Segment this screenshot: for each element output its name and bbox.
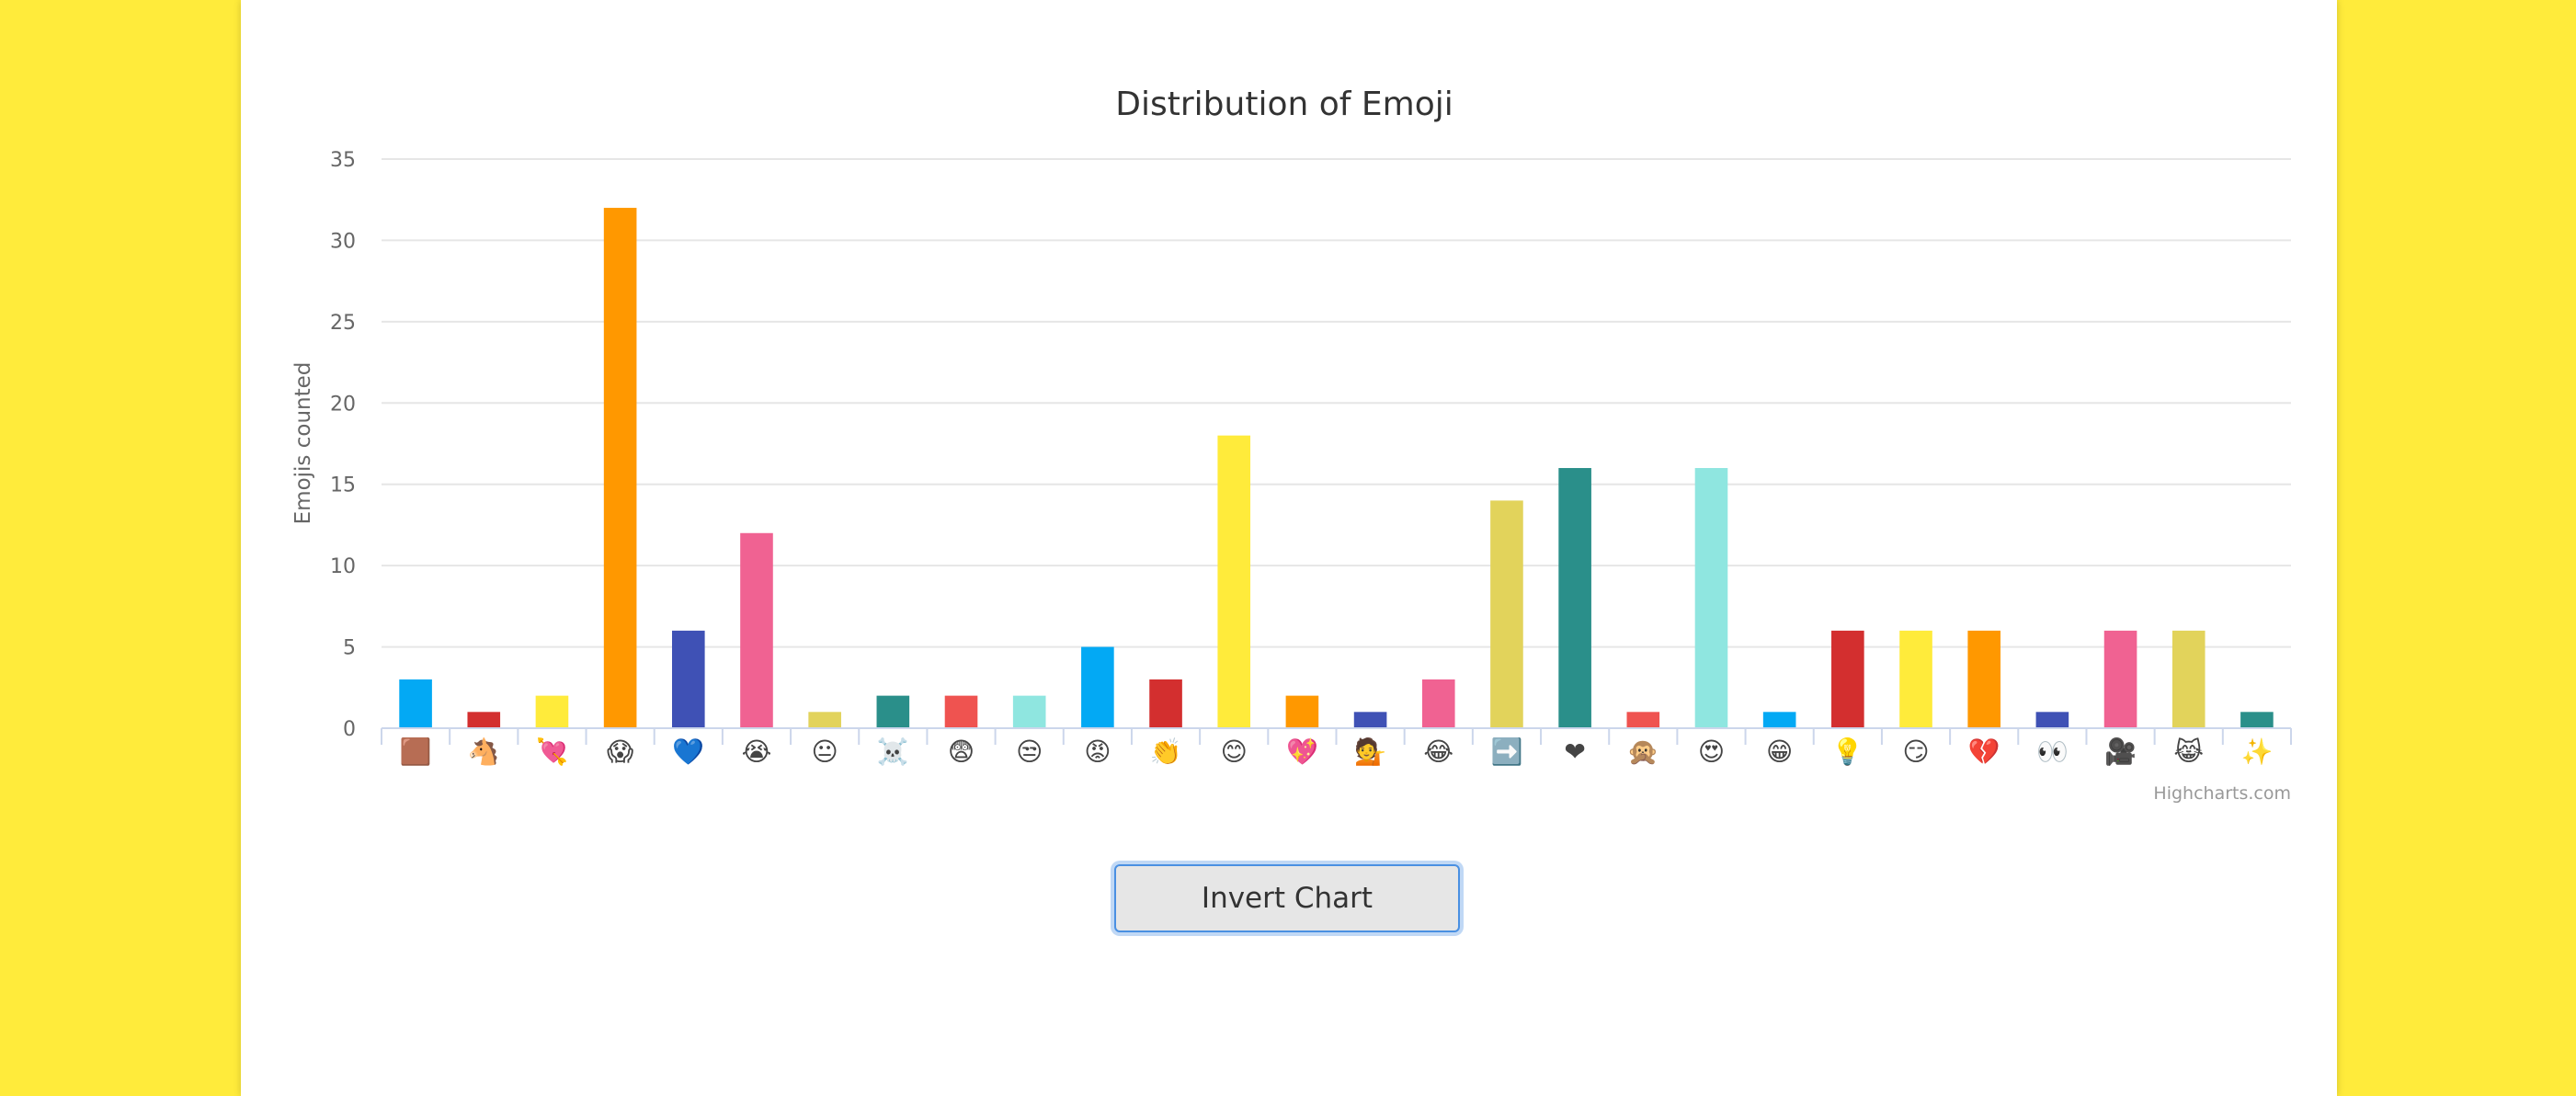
x-tick-label: 💘 <box>536 736 568 767</box>
y-tick-label: 5 <box>343 637 356 660</box>
y-tick-label: 30 <box>330 230 356 253</box>
x-tick-label: 😒 <box>1016 736 1043 767</box>
y-axis-title: Emojis counted <box>291 362 315 525</box>
y-tick-label: 10 <box>330 555 356 578</box>
bar[interactable] <box>1831 630 1864 728</box>
credits-link[interactable]: Highcharts.com <box>2153 783 2291 804</box>
bar[interactable] <box>2240 712 2274 728</box>
x-tick-label: ☠️ <box>877 736 909 767</box>
x-tick-label: 😍 <box>1698 736 1725 767</box>
x-tick-label: 💁 <box>1354 736 1386 767</box>
invert-chart-button[interactable]: Invert Chart <box>1114 864 1460 932</box>
bar[interactable] <box>808 712 841 728</box>
x-tick-label: 👏 <box>1150 736 1182 767</box>
x-axis-tick-labels: 🟫 🐴 💘 😱 💙 😭 😐 ☠️ 😨 😒 😡 👏 😊 💖 💁 😂 ➡️ ❤ 🙊 😍 😁 💡 😏 💔 👀 🎥 😹 ✨ <box>400 736 2274 767</box>
bar[interactable] <box>1149 679 1182 728</box>
bars <box>399 208 2274 729</box>
x-tick-label: 🐴 <box>468 736 500 767</box>
bar[interactable] <box>1285 695 1319 728</box>
bar[interactable] <box>1353 712 1387 728</box>
x-tick-label: 😹 <box>2173 736 2204 767</box>
bar[interactable] <box>467 712 501 728</box>
bar[interactable] <box>1558 468 1591 728</box>
x-tick-label: 😁 <box>1766 736 1793 767</box>
x-tick-label: ❤ <box>1564 736 1585 767</box>
bar[interactable] <box>1012 695 1046 728</box>
x-tick-label: 👀 <box>2036 736 2069 767</box>
y-axis-tick-labels: 0 5 10 15 20 25 30 35 <box>330 149 356 741</box>
x-tick-label: 😭 <box>742 736 772 767</box>
bar[interactable] <box>1899 630 1932 728</box>
y-tick-label: 35 <box>330 149 356 172</box>
bar[interactable] <box>876 695 910 728</box>
x-axis <box>381 727 2292 745</box>
bar[interactable] <box>1081 646 1114 728</box>
chart-title: Distribution of Emoji <box>1115 86 1453 123</box>
chart-card: 0 5 10 15 20 25 30 35 🟫 🐴 💘 😱 💙 😭 😐 ☠️ 😨 😒 😡 👏 😊 💖 💁 😂 ➡️ ❤ 🙊 😍 😁 💡 😏… <box>241 0 2337 1096</box>
bar[interactable] <box>2171 630 2206 728</box>
bar[interactable] <box>672 630 705 728</box>
bar[interactable] <box>535 695 569 728</box>
grid-lines <box>382 158 2291 648</box>
bar[interactable] <box>603 208 637 729</box>
x-tick-label: 💔 <box>1968 736 2000 767</box>
x-tick-label: 😂 <box>1423 736 1453 767</box>
bar[interactable] <box>1217 435 1251 728</box>
x-tick-label: 😡 <box>1084 736 1111 767</box>
x-tick-label: 😨 <box>948 736 975 767</box>
x-tick-label: 💡 <box>1831 736 1864 767</box>
x-tick-label: 😱 <box>607 736 633 767</box>
y-tick-label: 20 <box>330 393 356 416</box>
x-tick-label: 🙊 <box>1627 736 1659 767</box>
y-tick-label: 0 <box>343 718 356 741</box>
bar[interactable] <box>1490 500 1523 728</box>
y-tick-label: 15 <box>330 474 356 497</box>
x-tick-label: 🎥 <box>2104 736 2137 767</box>
bar[interactable] <box>944 695 978 728</box>
bar[interactable] <box>1694 468 1728 728</box>
bar[interactable] <box>399 679 432 728</box>
bar[interactable] <box>2035 712 2069 728</box>
x-tick-label: 😊 <box>1221 736 1248 767</box>
x-tick-label: 💖 <box>1286 736 1318 767</box>
x-tick-label: ➡️ <box>1491 736 1523 767</box>
bar[interactable] <box>1762 712 1796 728</box>
x-tick-label: 🟫 <box>400 736 432 767</box>
x-tick-label: ✨ <box>2240 736 2273 767</box>
bar[interactable] <box>1626 712 1660 728</box>
x-tick-label: 💙 <box>672 736 704 767</box>
emoji-bar-chart: 0 5 10 15 20 25 30 35 🟫 🐴 💘 😱 💙 😭 😐 ☠️ 😨 😒 😡 👏 😊 💖 💁 😂 ➡️ ❤ 🙊 😍 😁 💡 😏… <box>291 86 2292 804</box>
y-tick-label: 25 <box>330 312 356 335</box>
bar[interactable] <box>2103 630 2137 728</box>
x-tick-label: 😏 <box>1902 736 1929 767</box>
x-tick-label: 😐 <box>812 736 838 767</box>
bar[interactable] <box>1421 679 1455 728</box>
bar[interactable] <box>740 532 773 728</box>
bar[interactable] <box>1967 630 2000 728</box>
